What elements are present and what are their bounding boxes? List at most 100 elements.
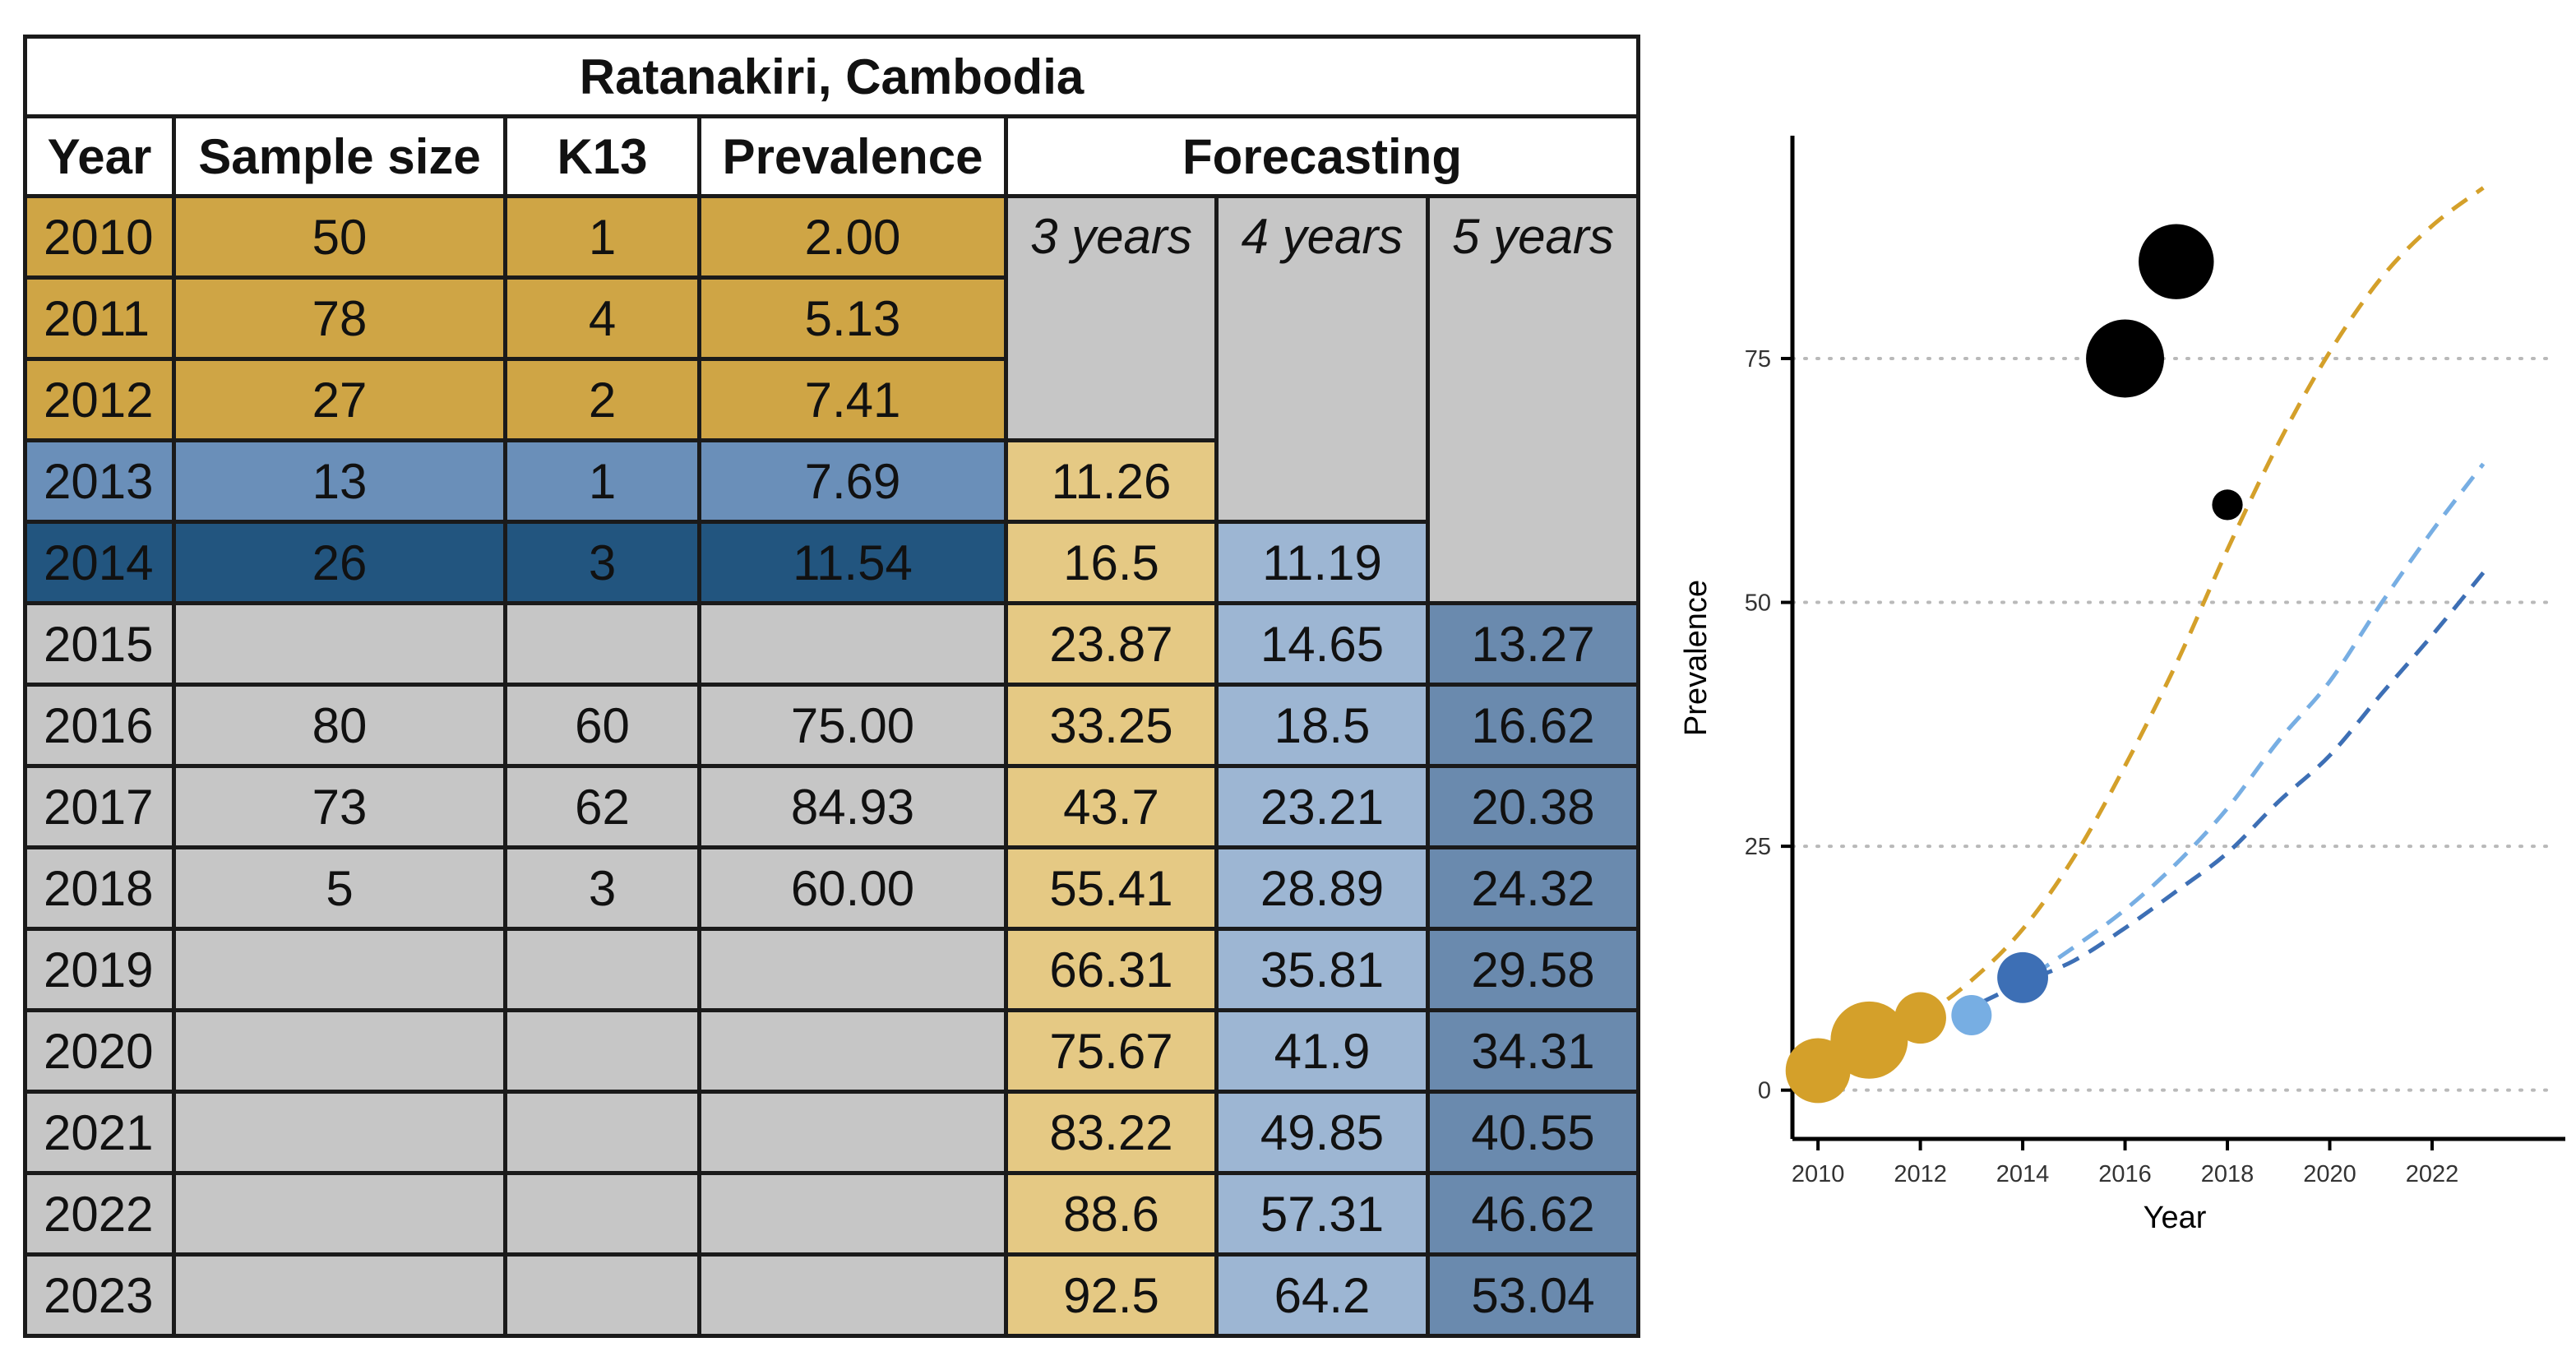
forecast-horizon-label: 5 years <box>1426 194 1640 605</box>
prevalence-cell: 60.00 <box>697 845 1008 931</box>
forecast-cell: 75.67 <box>1004 1008 1219 1094</box>
forecast-cell: 28.89 <box>1214 845 1430 931</box>
prevalence-cell: 7.41 <box>697 357 1008 442</box>
prevalence-table: Ratanakiri, Cambodia Year Sample size K13 Pr… <box>23 35 1640 1342</box>
x-tick-label: 2010 <box>1792 1161 1845 1187</box>
k13-cell <box>503 601 701 687</box>
year-cell: 2022 <box>23 1171 176 1257</box>
sample-size-cell: 5 <box>172 845 507 931</box>
k13-cell: 62 <box>503 764 701 849</box>
forecast-cell: 16.62 <box>1426 683 1640 768</box>
k13-cell: 3 <box>503 520 701 605</box>
k13-cell <box>503 927 701 1012</box>
forecast-cell: 64.2 <box>1214 1252 1430 1338</box>
forecast-cell: 13.27 <box>1426 601 1640 687</box>
year-cell: 2014 <box>23 520 176 605</box>
k13-cell: 60 <box>503 683 701 768</box>
prevalence-cell: 2.00 <box>697 194 1008 280</box>
forecast-cell: 53.04 <box>1426 1252 1640 1338</box>
forecast-cell: 24.32 <box>1426 845 1640 931</box>
y-axis-label: Prevalence <box>1679 580 1713 736</box>
k13-cell: 2 <box>503 357 701 442</box>
forecast-cell: 16.5 <box>1004 520 1219 605</box>
year-cell: 2012 <box>23 357 176 442</box>
k13-cell: 4 <box>503 275 701 361</box>
k13-cell <box>503 1008 701 1094</box>
y-tick-label: 75 <box>1745 346 1771 373</box>
forecast-cell: 11.19 <box>1214 520 1430 605</box>
forecasting-header: Forecasting <box>1004 114 1640 198</box>
x-tick-label: 2020 <box>2303 1161 2356 1187</box>
forecast-curve-2 <box>1817 462 2486 1073</box>
forecast-cell: 41.9 <box>1214 1008 1430 1094</box>
year-cell: 2023 <box>23 1252 176 1338</box>
forecast-cell: 23.87 <box>1004 601 1219 687</box>
k13-cell <box>503 1252 701 1338</box>
observed-point <box>1830 1001 1908 1079</box>
sample-size-cell <box>172 601 507 687</box>
sample-size-cell: 80 <box>172 683 507 768</box>
forecast-cell: 66.31 <box>1004 927 1219 1012</box>
k13-cell: 1 <box>503 438 701 524</box>
forecast-horizon-label: 3 years <box>1004 194 1219 442</box>
forecast-cell: 14.65 <box>1214 601 1430 687</box>
sample-size-cell <box>172 1171 507 1257</box>
k13-cell <box>503 1090 701 1175</box>
forecast-cell: 11.26 <box>1004 438 1219 524</box>
forecast-cell: 20.38 <box>1426 764 1640 849</box>
column-header: Sample size <box>172 114 507 198</box>
prevalence-cell: 5.13 <box>697 275 1008 361</box>
prevalence-cell: 11.54 <box>697 520 1008 605</box>
forecast-cell: 23.21 <box>1214 764 1430 849</box>
forecast-cell: 46.62 <box>1426 1171 1640 1257</box>
observed-point <box>1951 994 1992 1035</box>
sample-size-cell <box>172 927 507 1012</box>
forecast-cell: 92.5 <box>1004 1252 1219 1338</box>
forecast-cell: 18.5 <box>1214 683 1430 768</box>
column-header: K13 <box>503 114 701 198</box>
column-header: Prevalence <box>697 114 1008 198</box>
observed-point <box>1997 951 2048 1003</box>
year-cell: 2010 <box>23 194 176 280</box>
forecast-cell: 35.81 <box>1214 927 1430 1012</box>
year-cell: 2020 <box>23 1008 176 1094</box>
forecast-cell: 40.55 <box>1426 1090 1640 1175</box>
prevalence-cell <box>697 1171 1008 1257</box>
prevalence-cell: 84.93 <box>697 764 1008 849</box>
year-cell: 2011 <box>23 275 176 361</box>
y-tick-label: 0 <box>1758 1078 1771 1104</box>
forecast-cell: 34.31 <box>1426 1008 1640 1094</box>
forecast-cell: 57.31 <box>1214 1171 1430 1257</box>
observed-point <box>2139 224 2214 299</box>
sample-size-cell: 73 <box>172 764 507 849</box>
x-axis-label: Year <box>2144 1201 2207 1235</box>
prevalence-cell: 7.69 <box>697 438 1008 524</box>
forecast-cell: 55.41 <box>1004 845 1219 931</box>
year-cell: 2021 <box>23 1090 176 1175</box>
prevalence-cell: 75.00 <box>697 683 1008 768</box>
forecast-cell: 43.7 <box>1004 764 1219 849</box>
sample-size-cell <box>172 1090 507 1175</box>
k13-cell <box>503 1171 701 1257</box>
prevalence-chart: 0 25 50 75 2010 2012 2014 2016 2018 2020 2022 Year P… <box>1679 136 2565 1235</box>
prevalence-cell <box>697 927 1008 1012</box>
year-cell: 2015 <box>23 601 176 687</box>
year-cell: 2013 <box>23 438 176 524</box>
forecast-cell: 88.6 <box>1004 1171 1219 1257</box>
forecast-cell: 29.58 <box>1426 927 1640 1012</box>
y-tick-label: 25 <box>1745 834 1771 860</box>
column-header: Year <box>23 114 176 198</box>
forecast-curve-1 <box>1817 186 2485 1073</box>
x-tick-label: 2022 <box>2406 1161 2459 1187</box>
prevalence-cell <box>697 1252 1008 1338</box>
sample-size-cell <box>172 1252 507 1338</box>
prevalence-cell <box>697 601 1008 687</box>
sample-size-cell: 50 <box>172 194 507 280</box>
k13-cell: 3 <box>503 845 701 931</box>
forecast-cell: 33.25 <box>1004 683 1219 768</box>
sample-size-cell: 78 <box>172 275 507 361</box>
prevalence-cell <box>697 1090 1008 1175</box>
sample-size-cell <box>172 1008 507 1094</box>
sample-size-cell: 26 <box>172 520 507 605</box>
forecast-cell: 83.22 <box>1004 1090 1219 1175</box>
